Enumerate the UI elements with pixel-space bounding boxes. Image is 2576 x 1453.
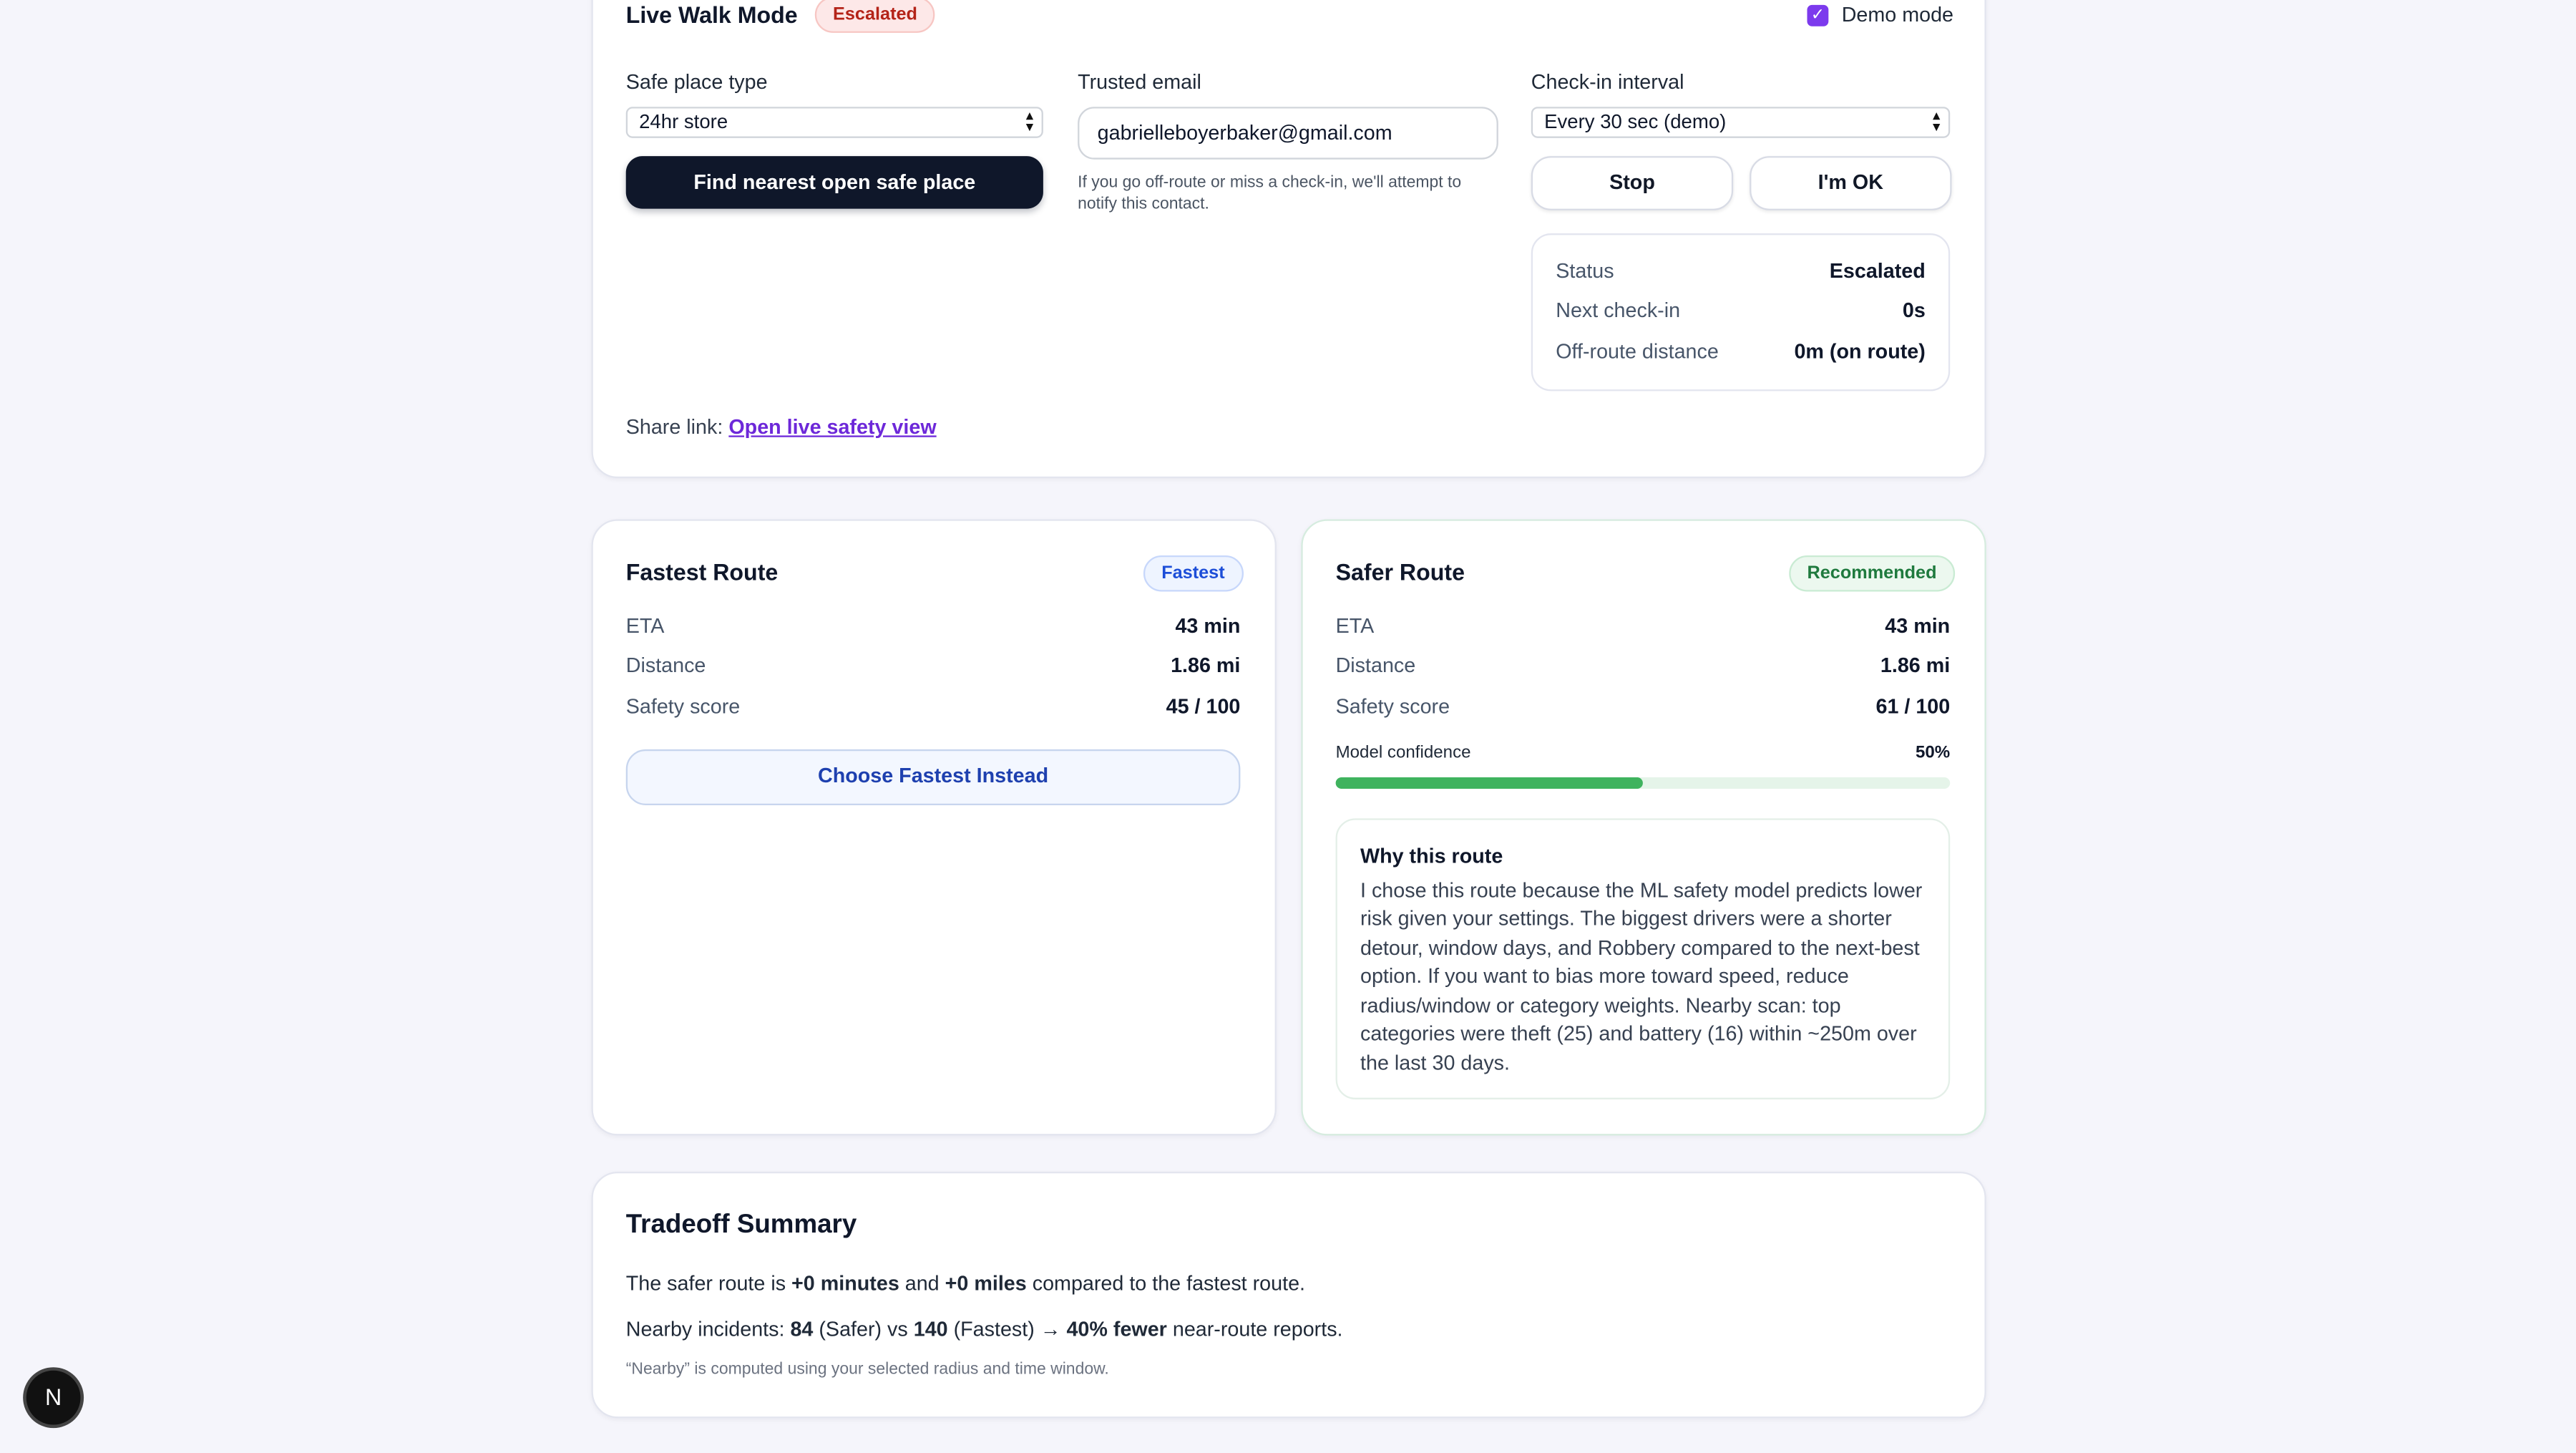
checkin-interval-value: Every 30 sec (demo) [1544, 110, 1727, 133]
minutes-delta: +0 minutes [791, 1272, 899, 1296]
tradeoff-line-1: The safer route is +0 minutes and +0 mil… [626, 1272, 1305, 1295]
fastest-safety-row: Safety score 45 / 100 [626, 695, 1241, 721]
fastest-badge: Fastest [1143, 555, 1243, 592]
fastest-route-card [591, 519, 1277, 1136]
tradeoff-summary-card [591, 1171, 1986, 1419]
live-walk-card [591, 0, 1986, 479]
miles-delta: +0 miles [945, 1272, 1027, 1296]
choose-fastest-button[interactable]: Choose Fastest Instead [625, 749, 1241, 805]
safe-place-value: 24hr store [639, 110, 728, 133]
live-walk-title: Live Walk Mode [625, 1, 798, 29]
next-dev-indicator-button[interactable]: N [26, 1370, 81, 1425]
why-this-route-text: I chose this route because the ML safety… [1360, 878, 1923, 1074]
tradeoff-text: near-route reports. [1166, 1318, 1343, 1341]
find-safe-place-button[interactable]: Find nearest open safe place [625, 156, 1043, 209]
safer-route-card [1301, 519, 1986, 1136]
select-chevron-icon: ▴ ▾ [1933, 107, 1941, 135]
status-row: Status Escalated [1556, 260, 1926, 286]
distance-label: Distance [1335, 653, 1416, 677]
trusted-email-label: Trusted email [1078, 70, 1201, 94]
next-checkin-value: 0s [1902, 298, 1926, 322]
why-this-route-box: Why this route I chose this route becaus… [1335, 818, 1951, 1099]
eta-label: ETA [625, 614, 665, 638]
tradeoff-summary-title: Tradeoff Summary [625, 1211, 857, 1240]
safe-place-select[interactable]: 24hr store ▴ ▾ [625, 107, 1043, 138]
recommended-badge: Recommended [1789, 555, 1955, 592]
im-ok-button[interactable]: I'm OK [1750, 156, 1952, 210]
safety-score-label: Safety score [625, 695, 741, 719]
tradeoff-text: Nearby incidents: [625, 1318, 791, 1341]
demo-mode-label: Demo mode [1841, 3, 1954, 26]
status-panel: Status Escalated Next check-in 0s Off-ro… [1531, 233, 1951, 392]
distance-value: 1.86 mi [1171, 653, 1241, 677]
model-confidence-label: Model confidence [1335, 742, 1471, 763]
tradeoff-footnote: “Nearby” is computed using your selected… [625, 1361, 1109, 1379]
off-route-value: 0m (on route) [1794, 340, 1926, 364]
model-confidence-bar [1335, 777, 1951, 789]
eta-value: 43 min [1175, 614, 1241, 638]
next-checkin-key: Next check-in [1556, 298, 1681, 322]
fastest-incident-count: 140 [913, 1318, 948, 1341]
live-safety-view-link[interactable]: Open live safety view [728, 415, 937, 439]
fastest-distance-row: Distance 1.86 mi [626, 654, 1241, 681]
checkin-interval-select[interactable]: Every 30 sec (demo) ▴ ▾ [1531, 107, 1951, 138]
eta-value: 43 min [1885, 614, 1951, 638]
off-route-key: Off-route distance [1556, 340, 1719, 364]
safety-score-label: Safety score [1335, 695, 1450, 719]
model-confidence-fill [1335, 777, 1643, 789]
distance-value: 1.86 mi [1880, 653, 1951, 677]
model-confidence-value: 50% [1915, 742, 1951, 763]
why-this-route-title: Why this route [1360, 845, 1503, 868]
fastest-eta-row: ETA 43 min [626, 615, 1241, 641]
share-link-row: Share link: Open live safety view [626, 416, 937, 439]
trusted-email-input[interactable]: gabrielleboyerbaker@gmail.com [1078, 107, 1498, 160]
tradeoff-text: (Safer) vs [813, 1318, 914, 1341]
safer-safety-row: Safety score 61 / 100 [1336, 695, 1951, 721]
safer-eta-row: ETA 43 min [1336, 615, 1951, 641]
escalated-badge: Escalated [814, 0, 936, 33]
safer-distance-row: Distance 1.86 mi [1336, 654, 1951, 681]
safety-score-value: 45 / 100 [1166, 695, 1241, 719]
demo-mode-checkbox[interactable]: ✓ [1807, 4, 1829, 26]
tradeoff-text: (Fastest) → [947, 1318, 1067, 1341]
fewer-reports: 40% fewer [1066, 1318, 1167, 1341]
trusted-email-hint: If you go off-route or miss a check-in, … [1078, 174, 1462, 214]
tradeoff-text: and [899, 1272, 945, 1296]
safe-place-label: Safe place type [625, 70, 768, 94]
share-link-label: Share link: [625, 415, 723, 439]
stop-button[interactable]: Stop [1531, 156, 1734, 210]
tradeoff-line-2: Nearby incidents: 84 (Safer) vs 140 (Fas… [626, 1318, 1343, 1341]
distance-label: Distance [625, 653, 706, 677]
status-value: Escalated [1829, 259, 1926, 283]
safer-incident-count: 84 [790, 1318, 814, 1341]
tradeoff-text: compared to the fastest route. [1026, 1272, 1306, 1296]
safer-route-title: Safer Route [1335, 558, 1465, 585]
safety-score-value: 61 / 100 [1875, 695, 1951, 719]
fastest-route-title: Fastest Route [625, 558, 779, 585]
eta-label: ETA [1335, 614, 1375, 638]
model-confidence-row: Model confidence 50% [1336, 743, 1951, 769]
tradeoff-text: The safer route is [625, 1272, 792, 1296]
checkin-interval-label: Check-in interval [1531, 70, 1684, 94]
status-key: Status [1556, 259, 1614, 283]
next-checkin-row: Next check-in 0s [1556, 299, 1926, 326]
select-chevron-icon: ▴ ▾ [1025, 107, 1034, 135]
off-route-row: Off-route distance 0m (on route) [1556, 340, 1926, 366]
